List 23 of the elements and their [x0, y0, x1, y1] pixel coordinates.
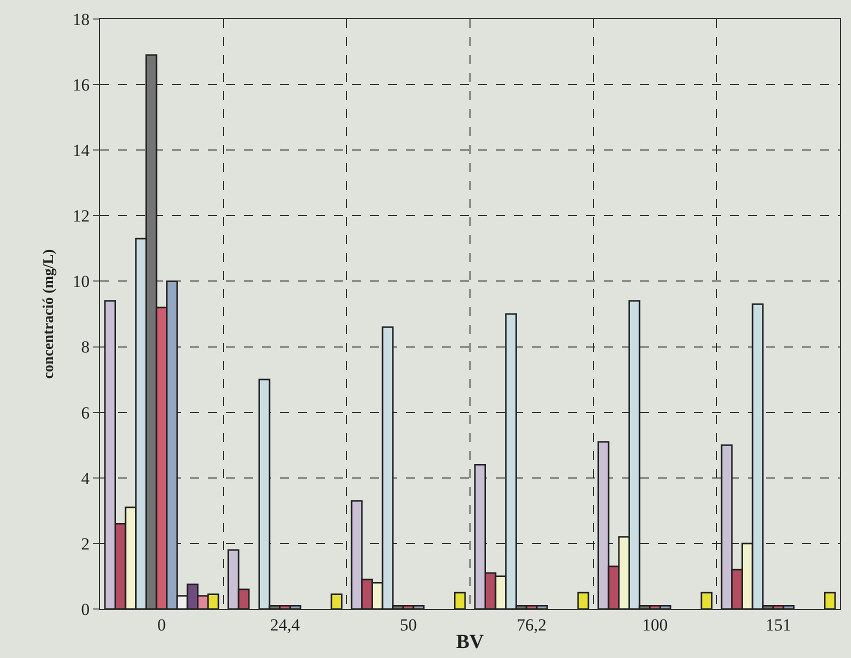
- x-tick-label: 0: [157, 615, 166, 634]
- x-tick-label: 24,4: [270, 615, 300, 634]
- y-tick-label: 4: [81, 468, 90, 488]
- y-tick-label: 6: [81, 403, 90, 422]
- y-axis-title: concentració (mg/L): [40, 249, 57, 379]
- y-tick-label: 16: [72, 76, 90, 95]
- y-tick-label: 8: [81, 338, 90, 357]
- bar: [700, 592, 712, 609]
- x-tick-label: 151: [766, 615, 792, 634]
- y-tick-label: 2: [81, 534, 90, 554]
- x-axis-title: BV: [456, 630, 484, 653]
- y-tick-label: 18: [72, 10, 90, 29]
- y-tick-label: 10: [72, 272, 90, 292]
- bar: [577, 592, 590, 609]
- x-tick-label: 100: [642, 615, 668, 634]
- y-tick-label: 0: [81, 600, 90, 619]
- bar: [330, 594, 342, 609]
- x-tick-label: 50: [400, 615, 417, 634]
- y-tick-label: 12: [72, 206, 90, 226]
- y-tick-label: 14: [72, 141, 90, 160]
- bar: [454, 592, 466, 609]
- bar: [824, 592, 836, 609]
- x-tick-label: 76,2: [516, 615, 547, 634]
